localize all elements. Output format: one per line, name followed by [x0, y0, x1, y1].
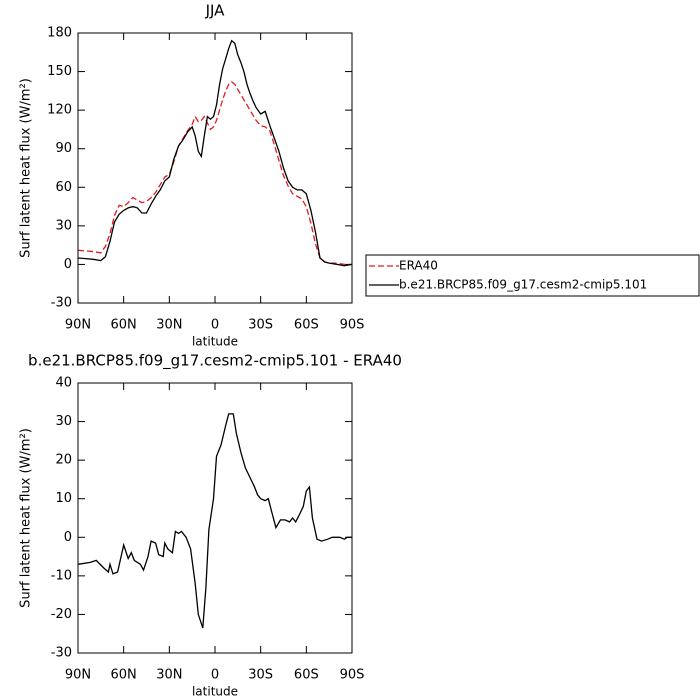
y-tick-label: 150 [47, 64, 72, 79]
data-line [77, 413, 352, 629]
y-tick-label: -20 [51, 607, 72, 622]
y-tick-label: -30 [51, 296, 72, 311]
y-axis-label: Surf latent heat flux (W/m²) [19, 78, 34, 258]
x-axis-label: latitude [192, 685, 238, 699]
y-tick-label: 30 [55, 414, 72, 429]
x-tick-label: 90S [340, 668, 365, 683]
plot-frame [77, 32, 353, 304]
y-tick-label: 30 [55, 218, 72, 233]
chart-title: b.e21.BRCP85.f09_g17.cesm2-cmip5.101 - E… [28, 352, 402, 371]
y-tick-label: 40 [55, 376, 72, 391]
data-line [77, 81, 352, 266]
x-tick-label: 30S [248, 668, 273, 683]
y-tick-label: 20 [55, 453, 72, 468]
legend-box [365, 254, 700, 297]
y-tick-label: 120 [47, 103, 72, 118]
x-tick-label: 90N [65, 668, 91, 683]
y-tick-label: -10 [51, 568, 72, 583]
y-tick-label: 180 [47, 26, 72, 41]
legend-label: b.e21.BRCP85.f09_g17.cesm2-cmip5.101 [399, 278, 647, 292]
x-axis-label: latitude [192, 335, 238, 349]
x-tick-label: 60S [294, 668, 319, 683]
y-tick-label: 0 [64, 530, 72, 545]
x-tick-label: 0 [211, 668, 219, 683]
y-axis-label: Surf latent heat flux (W/m²) [19, 428, 34, 608]
legend-label: ERA40 [399, 259, 438, 273]
x-tick-label: 30N [156, 668, 182, 683]
y-tick-label: 10 [55, 491, 72, 506]
y-tick-label: 90 [55, 141, 72, 156]
data-line [77, 39, 353, 267]
x-tick-label: 30S [248, 318, 273, 333]
chart-title: JJA [205, 2, 226, 20]
y-tick-label: -30 [51, 646, 72, 661]
y-tick-label: 60 [55, 180, 72, 195]
plot-frame [77, 382, 353, 654]
x-tick-label: 90N [65, 318, 91, 333]
x-tick-label: 90S [340, 318, 365, 333]
x-tick-label: 60N [111, 668, 137, 683]
x-tick-label: 60N [111, 318, 137, 333]
x-tick-label: 60S [294, 318, 319, 333]
x-tick-label: 0 [211, 318, 219, 333]
x-tick-label: 30N [156, 318, 182, 333]
y-tick-label: 0 [64, 257, 72, 272]
legend: ERA40 b.e21.BRCP85.f09_g17.cesm2-cmip5.10… [365, 254, 700, 297]
